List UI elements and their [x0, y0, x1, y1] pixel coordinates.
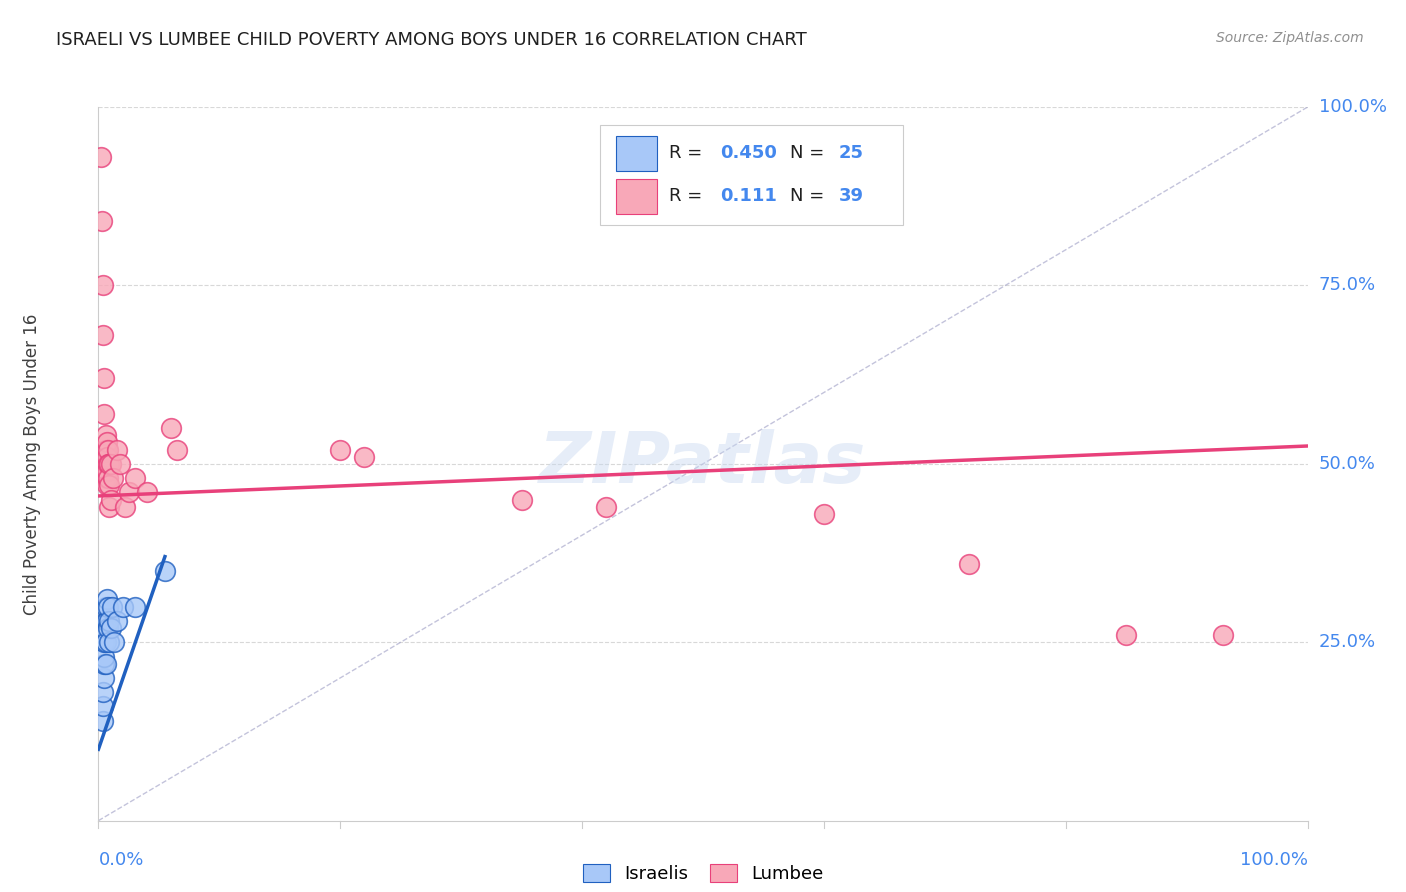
Point [96, 435, 118, 450]
Text: ISRAELI VS LUMBEE CHILD POVERTY AMONG BOYS UNDER 16 CORRELATION CHART: ISRAELI VS LUMBEE CHILD POVERTY AMONG BO… [56, 31, 807, 49]
Point [124, 471, 146, 485]
Point [96, 614, 118, 628]
Point [813, 507, 835, 521]
Point [96, 464, 118, 478]
Point [91, 685, 114, 699]
Point [114, 500, 136, 514]
Point [94, 442, 117, 457]
Point [135, 485, 157, 500]
Point [105, 614, 128, 628]
FancyBboxPatch shape [616, 178, 657, 214]
Point [329, 442, 352, 457]
Point [101, 471, 124, 485]
Text: N =: N = [790, 145, 830, 162]
Legend: Israelis, Lumbee: Israelis, Lumbee [582, 863, 824, 883]
Point [100, 621, 122, 635]
Point [97, 471, 120, 485]
Text: 25: 25 [838, 145, 863, 162]
Point [96, 450, 118, 464]
Text: 39: 39 [838, 187, 863, 205]
Point [160, 421, 183, 435]
Text: 0.450: 0.450 [720, 145, 776, 162]
Point [96, 478, 118, 492]
Point [97, 442, 120, 457]
Point [93, 635, 115, 649]
Text: 100.0%: 100.0% [1319, 98, 1386, 116]
Text: 0.111: 0.111 [720, 187, 776, 205]
Point [91, 714, 114, 728]
Point [111, 599, 134, 614]
Point [153, 564, 176, 578]
Point [103, 635, 125, 649]
Point [957, 557, 980, 571]
Point [353, 450, 375, 464]
Point [97, 621, 120, 635]
Point [93, 657, 115, 671]
Point [1212, 628, 1234, 642]
Point [93, 671, 115, 685]
Point [166, 442, 188, 457]
Point [97, 599, 120, 614]
FancyBboxPatch shape [600, 125, 903, 225]
Point [93, 407, 115, 421]
Point [98, 635, 121, 649]
Point [94, 471, 117, 485]
Text: Source: ZipAtlas.com: Source: ZipAtlas.com [1216, 31, 1364, 45]
Point [98, 614, 121, 628]
Text: 25.0%: 25.0% [1319, 633, 1376, 651]
Text: N =: N = [790, 187, 830, 205]
Point [94, 428, 117, 442]
Point [94, 635, 117, 649]
Point [98, 478, 121, 492]
Point [91, 328, 114, 343]
Point [96, 592, 118, 607]
Point [100, 599, 122, 614]
Point [91, 278, 114, 293]
Point [97, 457, 120, 471]
Text: 0.0%: 0.0% [98, 851, 143, 869]
FancyBboxPatch shape [616, 136, 657, 171]
Point [93, 649, 115, 664]
Point [91, 699, 114, 714]
Point [94, 599, 117, 614]
Text: 75.0%: 75.0% [1319, 277, 1376, 294]
Point [118, 485, 141, 500]
Point [105, 442, 128, 457]
Point [90, 150, 112, 164]
Point [1115, 628, 1137, 642]
Text: 100.0%: 100.0% [1240, 851, 1308, 869]
Point [595, 500, 617, 514]
Point [93, 371, 115, 385]
Text: R =: R = [669, 187, 714, 205]
Point [124, 599, 146, 614]
Point [94, 614, 117, 628]
Point [94, 457, 117, 471]
Point [100, 457, 122, 471]
Point [94, 657, 117, 671]
Point [510, 492, 533, 507]
Point [98, 457, 121, 471]
Text: R =: R = [669, 145, 709, 162]
Point [108, 457, 131, 471]
Text: ZIPatlas: ZIPatlas [540, 429, 866, 499]
Point [98, 500, 121, 514]
Point [100, 492, 122, 507]
Point [91, 214, 114, 228]
Text: 50.0%: 50.0% [1319, 455, 1375, 473]
Point [93, 621, 115, 635]
Text: Child Poverty Among Boys Under 16: Child Poverty Among Boys Under 16 [22, 313, 41, 615]
